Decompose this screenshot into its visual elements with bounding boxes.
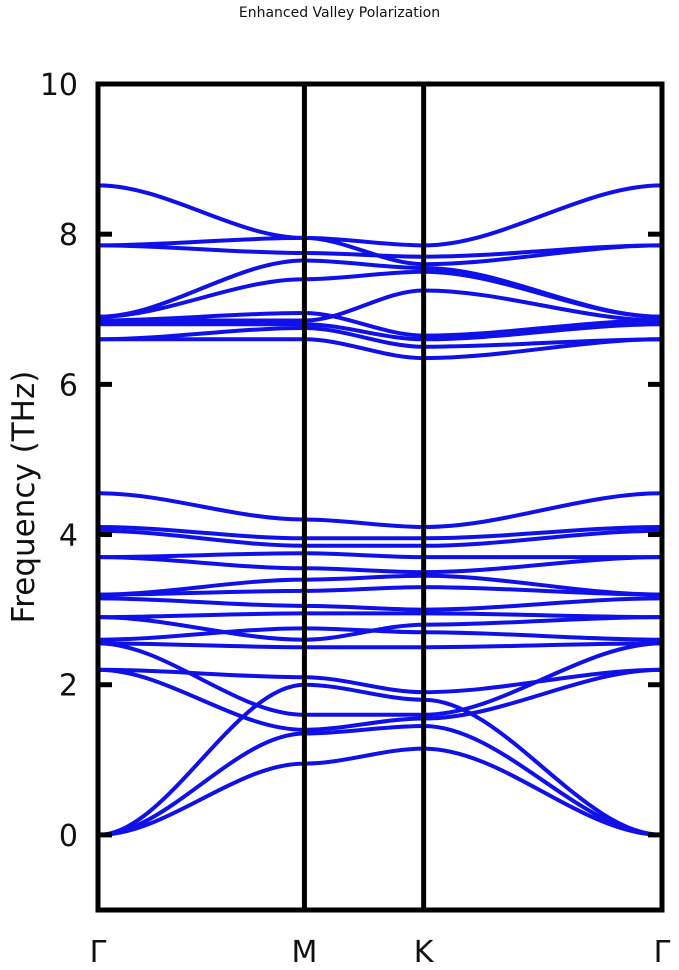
- plot-frame: [95, 81, 665, 913]
- y-axis-label: Frequency (THz): [6, 371, 42, 624]
- dispersion-line-26: [96, 243, 664, 259]
- y-tick-label: 0: [59, 819, 78, 854]
- dispersion-line-15: [96, 551, 664, 560]
- dispersion-line-9: [96, 615, 664, 642]
- dispersion-line-2: [96, 723, 664, 837]
- x-tick-label-K: K: [414, 935, 435, 970]
- dispersion-line-6: [96, 641, 664, 717]
- dispersion-line-21: [96, 322, 664, 342]
- dispersion-line-16: [96, 528, 664, 548]
- x-tick-label-M: M: [291, 935, 317, 970]
- dispersion-line-25: [96, 258, 664, 319]
- dispersion-line-11: [96, 596, 664, 612]
- dispersion-line-18: [96, 491, 664, 530]
- dispersion-line-27: [96, 235, 664, 267]
- dispersion-line-14: [96, 555, 664, 575]
- y-tick-label: 8: [59, 218, 78, 253]
- dispersion-line-5: [96, 667, 664, 695]
- x-tick-label-Γ: Γ: [90, 935, 107, 970]
- chart-title: Enhanced Valley Polarization: [238, 5, 441, 21]
- y-axis-ticks: 0 2 4 6 8 10: [40, 68, 662, 854]
- dispersion-line-13: [96, 573, 664, 597]
- dispersion-line-20: [96, 325, 664, 349]
- dispersion-line-28: [96, 183, 664, 248]
- y-tick-label: 2: [59, 669, 78, 704]
- dispersion-line-23: [96, 288, 664, 323]
- dispersion-line-7: [96, 641, 664, 650]
- dispersion-line-3: [96, 682, 664, 837]
- dispersion-line-19: [96, 337, 664, 361]
- kpath-divider-lines: [301, 84, 427, 910]
- y-tick-label: 6: [59, 368, 78, 403]
- x-tick-label-Γ: Γ: [654, 935, 671, 970]
- dispersion-line-22: [96, 310, 664, 338]
- dispersion-lines: [96, 183, 664, 837]
- dispersion-line-12: [96, 585, 664, 597]
- dispersion-line-1: [96, 746, 664, 837]
- y-tick-label: 4: [59, 519, 78, 554]
- dispersion-line-10: [96, 611, 664, 620]
- y-tick-label: 10: [40, 68, 78, 103]
- dispersion-line-17: [96, 525, 664, 541]
- dispersion-line-4: [96, 667, 664, 732]
